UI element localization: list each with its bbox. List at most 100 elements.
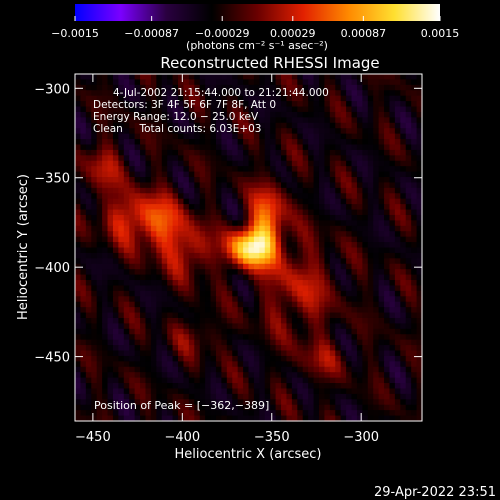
heatmap-cell — [281, 236, 288, 243]
heatmap-cell — [308, 372, 315, 379]
heatmap-cell — [302, 236, 309, 243]
heatmap-cell — [140, 144, 147, 151]
heatmap-cell — [102, 388, 109, 395]
heatmap-cell — [96, 187, 103, 194]
heatmap-cell — [243, 236, 250, 243]
heatmap-cell — [199, 122, 206, 129]
heatmap-cell — [356, 204, 363, 211]
heatmap-cell — [356, 285, 363, 292]
heatmap-cell — [150, 290, 157, 297]
heatmap-cell — [161, 393, 168, 400]
heatmap-cell — [416, 339, 423, 346]
heatmap-cell — [194, 101, 201, 108]
heatmap-cell — [324, 117, 331, 124]
heatmap-cell — [91, 263, 98, 270]
heatmap-cell — [281, 285, 288, 292]
heatmap-cell — [172, 193, 179, 200]
heatmap-cell — [107, 74, 114, 81]
heatmap-cell — [400, 101, 407, 108]
heatmap-cell — [264, 111, 271, 118]
heatmap-cell — [243, 128, 250, 135]
heatmap-cell — [205, 274, 212, 281]
heatmap-cell — [405, 198, 412, 205]
heatmap-cell — [161, 220, 168, 227]
heatmap-cell — [416, 258, 423, 265]
heatmap-cell — [91, 74, 98, 81]
heatmap-cell — [270, 415, 277, 422]
heatmap-cell — [237, 242, 244, 249]
heatmap-cell — [286, 84, 293, 91]
heatmap-cell — [172, 155, 179, 162]
heatmap-cell — [205, 182, 212, 189]
heatmap-cell — [411, 377, 418, 384]
heatmap-cell — [318, 301, 326, 308]
heatmap-cell — [156, 334, 163, 341]
heatmap-cell — [302, 182, 309, 189]
heatmap-cell — [308, 252, 315, 259]
heatmap-cell — [275, 388, 282, 395]
heatmap-cell — [286, 415, 293, 422]
heatmap-cell — [226, 149, 233, 156]
heatmap-cell — [215, 214, 222, 221]
heatmap-cell — [253, 247, 260, 254]
heatmap-cell — [340, 361, 347, 368]
heatmap-cell — [80, 323, 87, 330]
heatmap-cell — [75, 328, 82, 335]
heatmap-cell — [145, 247, 152, 254]
heatmap-cell — [215, 209, 222, 216]
heatmap-cell — [107, 177, 114, 184]
heatmap-cell — [123, 258, 130, 265]
heatmap-cell — [80, 101, 87, 108]
heatmap-cell — [102, 236, 109, 243]
heatmap-cell — [178, 263, 185, 270]
heatmap-cell — [96, 258, 103, 265]
heatmap-cell — [96, 334, 103, 341]
heatmap-cell — [161, 290, 168, 297]
heatmap-cell — [378, 160, 385, 167]
heatmap-cell — [335, 274, 342, 281]
heatmap-cell — [318, 280, 326, 287]
heatmap-cell — [85, 252, 92, 259]
heatmap-cell — [351, 415, 358, 422]
heatmap-cell — [259, 415, 266, 422]
heatmap-cell — [80, 355, 87, 362]
heatmap-cell — [324, 285, 331, 292]
heatmap-cell — [232, 274, 239, 281]
heatmap-cell — [150, 301, 157, 308]
heatmap-cell — [161, 355, 168, 362]
heatmap-cell — [394, 328, 401, 335]
heatmap-cell — [416, 214, 423, 221]
heatmap-cell — [167, 122, 174, 129]
heatmap-cell — [221, 166, 228, 173]
heatmap-cell — [405, 166, 412, 173]
heatmap-cell — [340, 393, 347, 400]
heatmap-cell — [194, 274, 201, 281]
heatmap-cell — [264, 106, 271, 113]
heatmap-cell — [215, 187, 222, 194]
heatmap-cell — [275, 95, 282, 102]
heatmap-cell — [183, 372, 190, 379]
heatmap-cell — [199, 155, 206, 162]
heatmap-cell — [362, 74, 369, 81]
heatmap-cell — [400, 350, 407, 357]
heatmap-cell — [145, 415, 152, 422]
heatmap-cell — [362, 139, 369, 146]
heatmap-cell — [270, 372, 277, 379]
heatmap-cell — [318, 269, 326, 276]
heatmap-cell — [362, 274, 369, 281]
heatmap-cell — [400, 317, 407, 325]
heatmap-cell — [221, 209, 228, 216]
heatmap-cell — [248, 361, 255, 368]
heatmap-cell — [118, 334, 125, 341]
heatmap-cell — [75, 198, 82, 205]
heatmap-cell — [308, 388, 315, 395]
heatmap-cell — [150, 225, 157, 232]
heatmap-cell — [232, 171, 239, 178]
heatmap-cell — [194, 252, 201, 259]
heatmap-cell — [215, 296, 222, 303]
heatmap-cell — [259, 231, 266, 238]
heatmap-cell — [91, 258, 98, 265]
heatmap-cell — [259, 252, 266, 259]
heatmap-cell — [389, 225, 396, 232]
heatmap-cell — [384, 214, 391, 221]
